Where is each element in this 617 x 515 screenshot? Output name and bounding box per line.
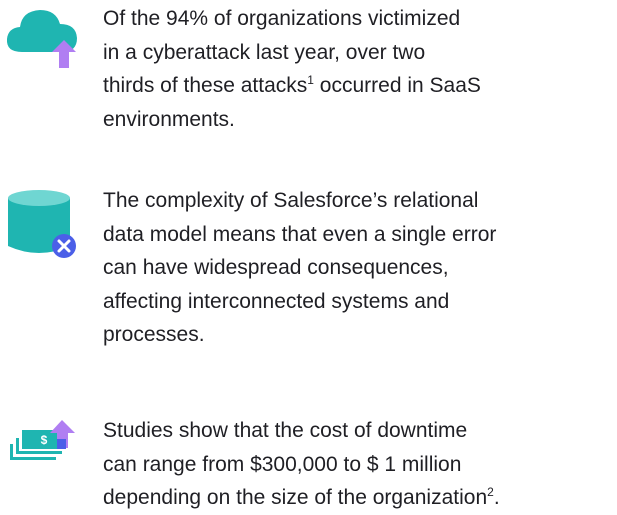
item-text: The complexity of Salesforce’s relationa… (103, 184, 496, 352)
text: data model means that even a single erro… (103, 222, 497, 246)
database-icon (8, 190, 76, 258)
text: can range from $300,000 to $ 1 million (103, 452, 462, 476)
text: in a cyberattack last year, over two (103, 40, 426, 64)
text: occurred in SaaS (313, 74, 481, 97)
text: Of the 94% of organizations victimized (103, 7, 461, 30)
text-line: depending on the size of the organizatio… (103, 481, 500, 515)
text: affecting interconnected systems and (103, 289, 450, 313)
text-line: data model means that even a single erro… (103, 218, 496, 252)
svg-text:$: $ (41, 433, 48, 447)
text: environments. (103, 107, 235, 131)
text: thirds of these attacks (103, 74, 308, 97)
text-line: can range from $300,000 to $ 1 million (103, 448, 500, 482)
text: processes. (103, 323, 205, 346)
item-text: Of the 94% of organizations victimized in… (103, 2, 481, 136)
text-line: The complexity of Salesforce’s relationa… (103, 184, 496, 218)
item-text: Studies show that the cost of downtime ca… (103, 414, 500, 515)
text-line: thirds of these attacks1 occurred in Saa… (103, 69, 481, 103)
text-line: can have widespread consequences, (103, 251, 496, 285)
text: Studies show that the cost of downtime (103, 419, 468, 442)
text-line: Studies show that the cost of downtime (103, 414, 500, 448)
footnote-ref: 1 (307, 73, 314, 87)
text-line: in a cyberattack last year, over two (103, 36, 481, 70)
text-line: processes. (103, 318, 496, 352)
text: . (493, 486, 500, 509)
footnote-ref: 2 (487, 485, 494, 499)
text: depending on the size of the organizatio… (103, 486, 488, 509)
text-line: Of the 94% of organizations victimized (103, 2, 481, 36)
money-icon: $ (10, 420, 75, 460)
text: can have widespread consequences, (103, 256, 449, 279)
cloud-icon (6, 10, 77, 68)
text: The complexity of Salesforce’s relationa… (103, 189, 479, 212)
text-line: environments. (103, 103, 481, 137)
text-line: affecting interconnected systems and (103, 285, 496, 319)
